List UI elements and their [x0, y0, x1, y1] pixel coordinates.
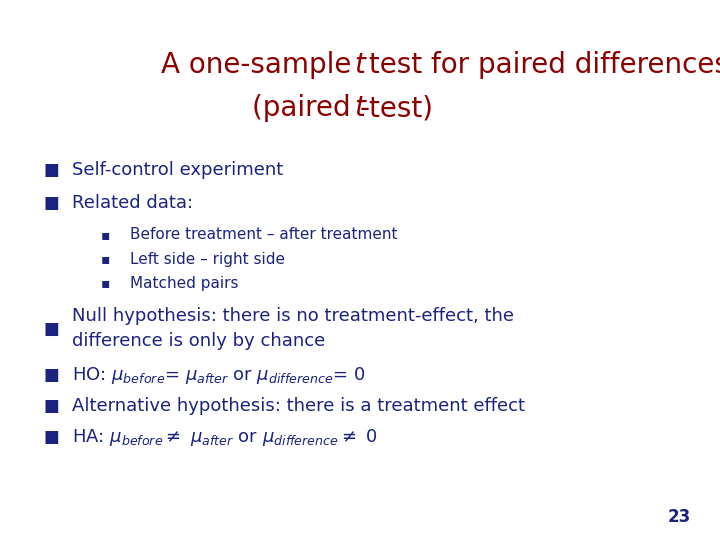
Text: ■: ■	[43, 397, 59, 415]
Text: ▪: ▪	[101, 252, 110, 266]
Text: ■: ■	[43, 320, 59, 338]
Text: 23: 23	[668, 509, 691, 526]
Text: HO: $\mu_{before}$= $\mu_{after}$ or $\mu_{difference}$= 0: HO: $\mu_{before}$= $\mu_{after}$ or $\m…	[72, 365, 366, 386]
Text: (paired: (paired	[253, 94, 360, 122]
Text: ■: ■	[43, 161, 59, 179]
Text: ■: ■	[43, 193, 59, 212]
Text: ▪: ▪	[101, 276, 110, 291]
Text: Self-control experiment: Self-control experiment	[72, 161, 283, 179]
Text: test for paired differences: test for paired differences	[360, 51, 720, 79]
Text: Alternative hypothesis: there is a treatment effect: Alternative hypothesis: there is a treat…	[72, 397, 525, 415]
Text: Null hypothesis: there is no treatment-effect, the: Null hypothesis: there is no treatment-e…	[72, 307, 514, 325]
Text: difference is only by chance: difference is only by chance	[72, 332, 325, 350]
Text: Matched pairs: Matched pairs	[130, 276, 238, 291]
Text: Related data:: Related data:	[72, 193, 193, 212]
Text: ▪: ▪	[101, 228, 110, 242]
Text: Left side – right side: Left side – right side	[130, 252, 284, 267]
Text: ■: ■	[43, 366, 59, 384]
Text: t: t	[354, 51, 366, 79]
Text: Before treatment – after treatment: Before treatment – after treatment	[130, 227, 397, 242]
Text: HA: $\mu_{before}$$\neq$ $\mu_{after}$ or $\mu_{difference}$$\neq$ 0: HA: $\mu_{before}$$\neq$ $\mu_{after}$ o…	[72, 427, 377, 448]
Text: t: t	[354, 94, 366, 122]
Text: A one-sample: A one-sample	[161, 51, 360, 79]
Text: -test): -test)	[360, 94, 434, 122]
Text: ■: ■	[43, 428, 59, 447]
